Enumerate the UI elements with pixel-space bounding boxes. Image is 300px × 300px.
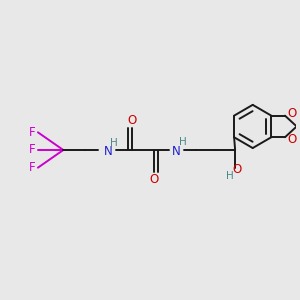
Text: H: H (226, 170, 234, 181)
Text: F: F (29, 126, 35, 139)
Text: H: H (110, 138, 118, 148)
Text: F: F (29, 161, 35, 174)
Text: H: H (178, 137, 186, 147)
Text: O: O (287, 133, 296, 146)
Text: N: N (104, 146, 112, 158)
Text: O: O (149, 173, 159, 186)
Text: N: N (172, 146, 181, 158)
Text: O: O (287, 107, 296, 120)
Text: O: O (127, 114, 136, 127)
Text: O: O (232, 163, 242, 176)
Text: F: F (29, 143, 35, 157)
